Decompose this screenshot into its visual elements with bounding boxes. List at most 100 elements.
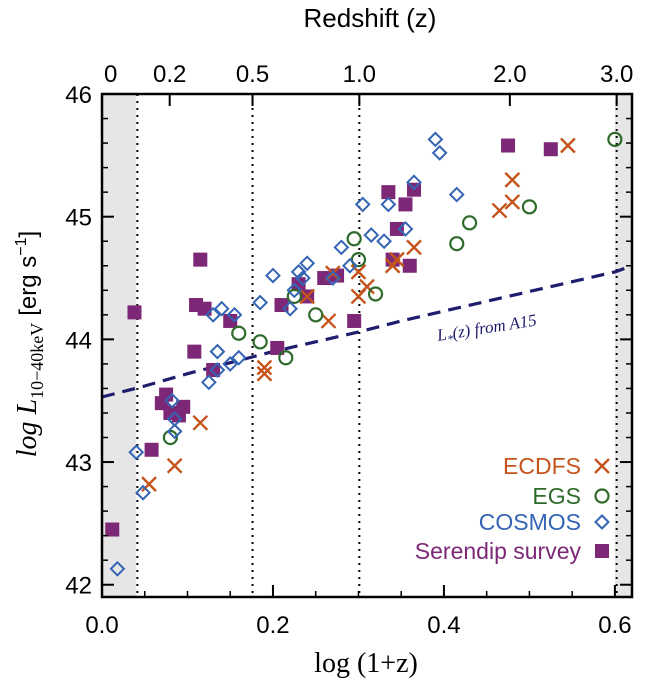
point-cosmos-22 [333, 239, 350, 256]
point-cosmos-7 [205, 306, 222, 323]
point-egs-1 [231, 325, 247, 341]
point-ecdfs-9-stroke-b [350, 264, 367, 280]
point-serendip-survey-23 [389, 221, 404, 236]
point-ecdfs-4-stroke-b [256, 365, 273, 382]
point-serendip-survey-11 [197, 301, 212, 316]
point-ecdfs-10 [359, 278, 375, 295]
y-tick-label-3: 45 [65, 205, 92, 232]
point-cosmos-8 [209, 362, 226, 378]
point-cosmos-29 [406, 174, 422, 191]
curve-annotation-rest: (z) from A15 [451, 310, 538, 342]
x-tick-label-0: 0.0 [85, 612, 118, 639]
point-ecdfs-15-stroke-b [504, 194, 521, 210]
top-tick-label-1: 0.2 [153, 61, 186, 88]
curve-annotation-sub: * [446, 332, 454, 347]
point-cosmos-26 [376, 233, 393, 250]
x-tick-label-2: 0.4 [427, 612, 460, 639]
point-ecdfs-13 [406, 239, 422, 256]
legend-marker-ecdfs [594, 458, 610, 474]
point-ecdfs-12-stroke-b [389, 251, 405, 268]
point-egs-5 [308, 307, 324, 323]
point-serendip-survey-18 [317, 271, 332, 286]
legend-marker-ecdfs-stroke-b [594, 458, 610, 474]
point-cosmos-32 [448, 186, 465, 203]
point-ecdfs-5 [299, 288, 316, 305]
point-cosmos-0 [109, 560, 126, 577]
point-cosmos-12 [226, 306, 243, 323]
point-ecdfs-12 [389, 251, 405, 268]
point-serendip-survey-7 [176, 399, 191, 414]
legend-marker-egs [594, 488, 610, 504]
point-serendip-survey-10 [193, 252, 208, 267]
point-cosmos-20 [299, 255, 316, 272]
data-points [105, 131, 623, 577]
point-ecdfs-17 [560, 137, 576, 154]
legend-label-egs: EGS [532, 483, 581, 509]
y-tick-label-2: 44 [65, 327, 92, 354]
point-serendip-survey-14 [270, 340, 285, 355]
point-ecdfs-7-stroke-b [324, 265, 341, 281]
y-axis-title-units-exp: −1 [13, 237, 30, 255]
point-ecdfs-6 [320, 313, 337, 329]
axis-labels: Redshift (z) log (1+z) log L10−40keV [er… [12, 3, 538, 679]
point-ecdfs-2-stroke-b [192, 414, 209, 431]
axis-ticks: 0.0 0.2 0.4 0.6 42 43 44 45 46 0 0.2 0.5 1.0 2.0 3.0 [65, 61, 633, 639]
point-cosmos-27 [380, 196, 397, 213]
point-cosmos-21 [324, 270, 341, 286]
y-axis-title: log L10−40keV [erg s−1] [12, 231, 47, 457]
point-ecdfs-5-stroke-b [299, 288, 316, 305]
point-cosmos-10 [213, 300, 230, 317]
x-tick-label-3: 0.6 [598, 612, 631, 639]
point-egs-10 [461, 215, 478, 231]
point-cosmos-24 [354, 196, 371, 213]
point-serendip-survey-2 [144, 442, 159, 457]
point-ecdfs-2 [192, 414, 209, 431]
point-serendip-survey-20 [347, 313, 362, 328]
point-cosmos-15 [265, 267, 281, 284]
point-egs-2 [252, 334, 268, 350]
point-cosmos-17 [286, 282, 303, 299]
point-ecdfs-0 [141, 476, 157, 492]
point-ecdfs-3-stroke-b [256, 359, 273, 376]
point-serendip-survey-28 [543, 142, 558, 157]
point-serendip-survey-13 [223, 313, 238, 328]
legend-marker-serendip-survey [595, 544, 609, 558]
point-cosmos-1 [128, 444, 145, 461]
point-egs-8 [367, 286, 384, 302]
point-cosmos-23 [341, 257, 358, 274]
point-cosmos-31 [431, 144, 448, 161]
point-ecdfs-7 [324, 265, 341, 281]
point-serendip-survey-16 [291, 277, 306, 292]
point-ecdfs-1 [166, 457, 183, 474]
lstar-curve [101, 264, 633, 399]
point-cosmos-6 [200, 374, 217, 391]
lstar-curve-layer [101, 264, 633, 399]
y-axis-title-units: [erg s [15, 256, 42, 316]
top-tick-label-4: 2.0 [493, 61, 526, 88]
y-axis-title-main: log L [12, 399, 43, 457]
point-serendip-survey-1 [127, 305, 142, 320]
shaded-region-1 [614, 94, 632, 597]
top-tick-label-5: 3.0 [600, 61, 633, 88]
point-ecdfs-17-stroke-b [560, 137, 576, 154]
point-cosmos-28 [397, 221, 414, 237]
point-cosmos-9 [209, 343, 226, 360]
plot-frame [100, 92, 634, 599]
point-ecdfs-16 [504, 172, 521, 188]
point-cosmos-14 [252, 294, 269, 311]
y-axis-title-gap [12, 316, 43, 323]
point-serendip-survey-0 [105, 522, 120, 537]
point-egs-11 [521, 199, 538, 215]
x-axis-title: log (1+z) [314, 648, 418, 679]
legend-marker-cosmos [594, 514, 610, 530]
point-cosmos-3 [164, 392, 181, 409]
curve-annotation-main: L [435, 325, 448, 345]
point-ecdfs-16-stroke-b [504, 172, 521, 188]
point-egs-6 [346, 231, 362, 247]
point-ecdfs-13-stroke-b [406, 239, 422, 256]
plot-background [102, 94, 632, 597]
point-egs-3 [278, 350, 294, 366]
point-cosmos-5 [166, 423, 183, 440]
y-tick-label-1: 43 [65, 450, 92, 477]
